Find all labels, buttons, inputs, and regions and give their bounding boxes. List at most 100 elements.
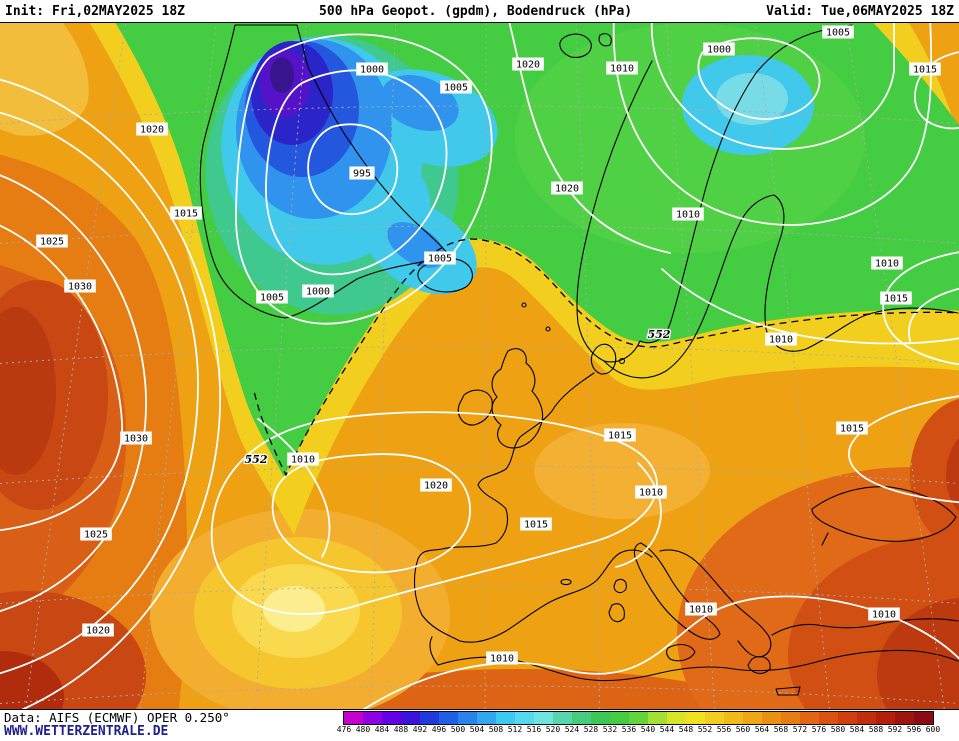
svg-text:1010: 1010 [676, 210, 700, 221]
colorbar-tick-label: 504 [469, 725, 485, 734]
zealand-island [618, 357, 626, 365]
pressure-label: 1015 [836, 421, 868, 435]
north-africa-coast [437, 649, 959, 682]
colorbar-tick-label: 524 [564, 725, 580, 734]
colorbar-tick-label: 488 [393, 725, 409, 734]
pressure-label: 1015 [880, 291, 912, 305]
faroe-islands [521, 302, 527, 308]
map-footer: Data: AIFS (ECMWF) OPER 0.250° WWW.WETTE… [0, 710, 959, 741]
shetland-islands [545, 326, 551, 332]
svg-text:1020: 1020 [516, 60, 540, 71]
svg-text:1000: 1000 [360, 65, 384, 76]
pressure-label: 1025 [80, 527, 112, 541]
pressure-label: 1010 [685, 602, 717, 616]
pressure-label: 1000 [302, 284, 334, 298]
colorbar-cell [495, 712, 515, 724]
colorbar-tick-label: 536 [621, 725, 637, 734]
colorbar-tick-label: 580 [830, 725, 846, 734]
svg-text:1020: 1020 [424, 481, 448, 492]
svg-text:1010: 1010 [689, 605, 713, 616]
colorbar-cell [818, 712, 838, 724]
colorbar-cell [666, 712, 686, 724]
italy-coast [633, 542, 721, 640]
colorbar-tick-label: 568 [773, 725, 789, 734]
svg-text:1030: 1030 [124, 434, 148, 445]
black-sea-coast [811, 486, 957, 542]
colorbar-cell [476, 712, 496, 724]
weather-map-svg: 1020 1015 1025 1030 1030 1025 1020 1000 1005 995 1… [0, 23, 959, 709]
pressure-label: 1005 [440, 80, 472, 94]
map-area: 1020 1015 1025 1030 1030 1025 1020 1000 1005 995 1… [0, 22, 959, 710]
morocco-coast [429, 636, 439, 666]
mallorca-island [560, 578, 572, 586]
colorbar-tick-label: 596 [906, 725, 922, 734]
colorbar-tick-label: 512 [507, 725, 523, 734]
bosphorus [821, 532, 829, 546]
website-watermark: WWW.WETTERZENTRALE.DE [4, 724, 169, 739]
pressure-label: 1000 [356, 62, 388, 76]
pressure-label: 1010 [287, 452, 319, 466]
colorbar-tick-label: 548 [678, 725, 694, 734]
baltic-coast [603, 194, 959, 379]
colorbar-tick-label: 592 [887, 725, 903, 734]
colorbar-cell [780, 712, 800, 724]
svg-text:1005: 1005 [826, 28, 850, 39]
pressure-label: 1020 [136, 122, 168, 136]
svg-text:1015: 1015 [884, 294, 908, 305]
colorbar: 476 480 484 488 492 496 500 504 508 512 516 520 524 5… [337, 711, 941, 741]
pressure-label: 1015 [520, 517, 552, 531]
init-time: Init: Fri,02MAY2025 18Z [5, 3, 186, 19]
peloponnese-coast [747, 656, 771, 674]
coastlines [199, 24, 959, 696]
pressure-label: 1005 [256, 290, 288, 304]
svg-text:1010: 1010 [875, 259, 899, 270]
svg-text:1030: 1030 [68, 282, 92, 293]
geopotential-label: 552 [648, 328, 671, 341]
svg-text:1000: 1000 [707, 45, 731, 56]
colorbar-tick-label: 552 [697, 725, 713, 734]
colorbar-cell [419, 712, 439, 724]
geopotential-label: 552 [245, 453, 268, 466]
pressure-label: 1010 [635, 485, 667, 499]
colorbar-cell [343, 712, 363, 724]
colorbar-tick-label: 480 [355, 725, 371, 734]
colorbar-cell [628, 712, 648, 724]
svg-text:1005: 1005 [428, 254, 452, 265]
crete-coast [775, 686, 801, 696]
colorbar-tick-label: 576 [811, 725, 827, 734]
colorbar-tick-label: 476 [336, 725, 352, 734]
colorbar-tick-label: 520 [545, 725, 561, 734]
colorbar-tick-label: 560 [735, 725, 751, 734]
pressure-label: 1005 [822, 25, 854, 39]
colorbar-tick-label: 540 [640, 725, 656, 734]
svg-text:1015: 1015 [913, 65, 937, 76]
svg-text:1015: 1015 [174, 209, 198, 220]
britain-coast [491, 348, 544, 449]
svg-text:1020: 1020 [86, 626, 110, 637]
pressure-label: 1000 [703, 42, 735, 56]
ireland-coast [457, 389, 493, 426]
svg-text:1020: 1020 [555, 184, 579, 195]
colorbar-ticks: 476 480 484 488 492 496 500 504 508 512 516 520 524 5… [337, 725, 940, 735]
credits-block: Data: AIFS (ECMWF) OPER 0.250° WWW.WETTE… [4, 711, 343, 739]
svg-text:1010: 1010 [769, 335, 793, 346]
colorbar-cell [761, 712, 781, 724]
colorbar-tick-label: 588 [868, 725, 884, 734]
svg-text:1015: 1015 [608, 431, 632, 442]
svg-text:1010: 1010 [639, 488, 663, 499]
colorbar-tick-label: 564 [754, 725, 770, 734]
pressure-label: 1010 [606, 61, 638, 75]
colorbar-tick-label: 544 [659, 725, 675, 734]
colorbar-tick-label: 556 [716, 725, 732, 734]
pressure-label: 1015 [909, 62, 941, 76]
map-header: Init: Fri,02MAY2025 18Z 500 hPa Geopot. … [0, 0, 959, 22]
colorbar-tick-label: 496 [431, 725, 447, 734]
pressure-label: 1020 [82, 623, 114, 637]
colorbar-cell [685, 712, 705, 724]
colorbar-tick-label: 484 [374, 725, 390, 734]
turkey-coast [771, 618, 959, 636]
pressure-label: 1030 [120, 431, 152, 445]
colorbar-cell [457, 712, 477, 724]
pressure-label: 1010 [868, 607, 900, 621]
